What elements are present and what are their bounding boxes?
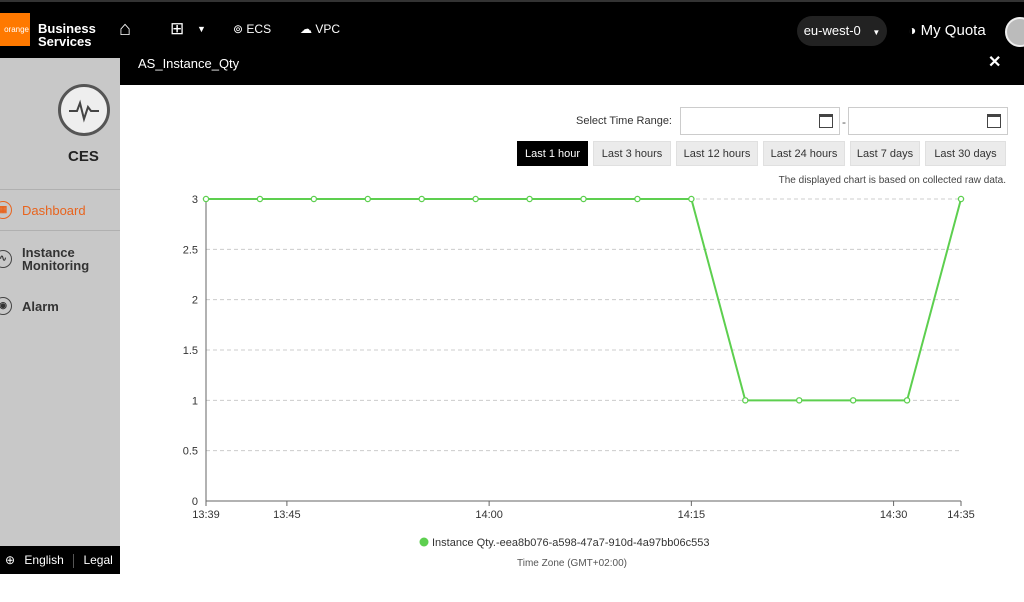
quota-label: My Quota xyxy=(920,22,986,39)
calendar-icon[interactable] xyxy=(987,114,1001,128)
data-point xyxy=(903,397,911,404)
x-tick-label: 14:30 xyxy=(880,509,908,521)
alarm-icon: ◉ xyxy=(0,297,12,315)
brand-line-1: Business xyxy=(38,21,96,36)
home-icon[interactable]: ⌂ xyxy=(119,18,132,40)
orange-logo[interactable]: orange xyxy=(0,13,30,46)
last-3-hours-button[interactable]: Last 3 hours xyxy=(593,141,671,166)
y-tick-label: 3 xyxy=(192,194,198,206)
ecs-icon: ⊚ xyxy=(233,22,244,36)
quota-icon: ◑ xyxy=(908,22,917,38)
date-separator: - xyxy=(842,115,846,129)
data-point xyxy=(256,195,264,203)
x-tick-label: 13:39 xyxy=(192,509,220,521)
nav-vpc-link[interactable]: ☁ VPC xyxy=(300,22,340,36)
data-point xyxy=(580,195,587,203)
legend-marker xyxy=(419,537,429,547)
legend-label: Instance Qty.-eea8b076-a598-47a7-910d-4a… xyxy=(432,537,709,549)
sidebar-footer: ⊕ English Legal St xyxy=(0,546,120,595)
globe-icon[interactable]: ⊕ xyxy=(5,553,16,567)
end-date-input[interactable] xyxy=(848,107,1008,135)
start-date-input[interactable] xyxy=(680,107,840,135)
y-tick-label: 1.5 xyxy=(183,345,198,357)
sidebar-divider xyxy=(0,189,120,190)
time-range-label: Select Time Range: xyxy=(576,115,672,127)
region-selector[interactable]: eu-west-0 ▼ xyxy=(797,16,887,46)
last-1-hour-button[interactable]: Last 1 hour xyxy=(517,141,588,166)
data-point xyxy=(472,195,479,203)
last-30-days-button[interactable]: Last 30 days xyxy=(925,141,1006,166)
data-point xyxy=(418,195,425,203)
y-tick-label: 0 xyxy=(192,496,198,508)
brand-line-2: Services xyxy=(38,34,92,49)
top-bar: orange Business Services ⌂ ⊞ ▼ ⊚ ECS ☁ V… xyxy=(0,0,1024,58)
x-tick-label: 14:35 xyxy=(947,509,975,521)
avatar[interactable] xyxy=(1005,17,1024,47)
data-point xyxy=(202,195,210,203)
modal-body: Select Time Range: - Last 1 hour Last 3 … xyxy=(120,85,1024,574)
last-7-days-button[interactable]: Last 7 days xyxy=(850,141,920,166)
data-point xyxy=(634,195,641,203)
nav-ecs-link[interactable]: ⊚ ECS xyxy=(233,22,271,36)
data-point xyxy=(957,195,965,203)
timezone-label: Time Zone (GMT+02:00) xyxy=(517,558,627,569)
close-icon[interactable]: ✕ xyxy=(988,54,1002,71)
region-label: eu-west-0 xyxy=(803,23,861,38)
my-quota-link[interactable]: ◑ My Quota xyxy=(908,22,986,39)
data-point xyxy=(742,397,749,404)
x-tick-label: 14:15 xyxy=(678,509,706,521)
monitoring-icon: ∿ xyxy=(0,250,12,268)
brand-name: Business Services xyxy=(38,22,96,48)
sidebar-item-label: Alarm xyxy=(22,299,59,314)
line-chart: 0 0.5 1 1.5 2 2.5 3 13:39 13:45 14:00 14:15 14:30 14… xyxy=(183,194,975,569)
data-point xyxy=(364,195,372,203)
sidebar-item-alarm[interactable]: ◉ Alarm xyxy=(0,297,120,337)
y-tick-label: 2 xyxy=(192,295,198,307)
calendar-icon[interactable] xyxy=(819,114,833,128)
footer-separator xyxy=(73,553,75,568)
data-point xyxy=(310,195,318,203)
ces-logo-icon xyxy=(58,84,110,136)
data-point xyxy=(849,397,857,404)
sidebar-item-label: Dashboard xyxy=(22,203,86,218)
data-point xyxy=(795,397,803,404)
sidebar xyxy=(0,58,120,574)
vpc-label: VPC xyxy=(315,22,341,36)
y-tick-label: 2.5 xyxy=(183,244,198,256)
y-tick-label: 0.5 xyxy=(183,446,198,458)
y-tick-label: 1 xyxy=(192,395,198,407)
modal-header: AS_Instance_Qty ✕ xyxy=(120,54,1024,85)
sidebar-item-dashboard[interactable]: ▦ Dashboard xyxy=(0,200,120,240)
last-12-hours-button[interactable]: Last 12 hours xyxy=(676,141,758,166)
data-point xyxy=(688,195,695,203)
sidebar-item-label-line1: Instance xyxy=(22,245,75,260)
language-selector[interactable]: English xyxy=(24,553,64,567)
vpc-icon: ☁ xyxy=(300,22,312,36)
x-tick-label: 13:45 xyxy=(273,509,301,521)
chevron-down-icon[interactable]: ▼ xyxy=(197,24,206,34)
service-name: CES xyxy=(68,148,99,165)
data-point xyxy=(526,195,533,203)
chevron-down-icon: ▼ xyxy=(872,28,881,37)
dashboard-icon: ▦ xyxy=(0,201,12,219)
sidebar-item-instance-monitoring[interactable]: ∿ Instance Monitoring xyxy=(0,244,120,284)
x-tick-label: 14:00 xyxy=(475,509,503,521)
sidebar-item-label: Instance Monitoring xyxy=(22,246,89,272)
sidebar-item-label-line2: Monitoring xyxy=(22,258,90,273)
raw-data-note: The displayed chart is based on collecte… xyxy=(778,175,1006,186)
ecs-label: ECS xyxy=(246,22,272,36)
services-grid-icon[interactable]: ⊞ xyxy=(170,19,185,38)
modal-title: AS_Instance_Qty xyxy=(138,56,240,71)
last-24-hours-button[interactable]: Last 24 hours xyxy=(763,141,845,166)
sidebar-divider xyxy=(0,230,120,231)
